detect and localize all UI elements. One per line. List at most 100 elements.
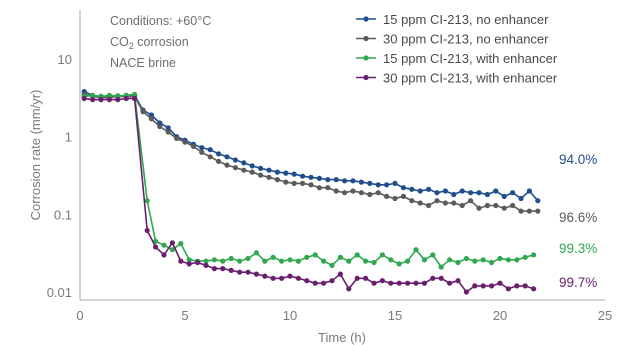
data-point [426, 202, 432, 209]
data-point [207, 147, 213, 153]
data-point [367, 180, 373, 186]
data-point [195, 259, 201, 266]
series-end-label: 96.6% [559, 210, 597, 225]
data-point [279, 258, 285, 264]
data-point [262, 273, 268, 279]
conditions-annotation: Conditions: +60°C CO2 corrosion NACE bri… [110, 14, 211, 70]
series-end-label: 99.7% [559, 275, 597, 290]
conditions-corrosion: corrosion [134, 35, 189, 49]
data-point [451, 191, 457, 198]
data-point [174, 135, 180, 141]
x-tick-label: 10 [283, 308, 297, 323]
data-point [245, 269, 251, 275]
data-point [358, 179, 364, 185]
legend-item: 15 ppm CI-213, with enhancer [356, 51, 558, 66]
legend-label: 30 ppm CI-213, with enhancer [383, 71, 558, 86]
legend-label: 15 ppm CI-213, no enhancer [383, 12, 549, 27]
data-point [316, 185, 322, 191]
data-point [203, 258, 209, 264]
series-4 [81, 95, 537, 295]
data-point [245, 255, 251, 262]
data-point [497, 255, 503, 262]
legend-swatch-marker [363, 55, 369, 61]
legend-label: 30 ppm CI-213, no enhancer [383, 32, 549, 47]
data-point [161, 242, 167, 248]
y-tick-label: 0.01 [47, 285, 72, 300]
data-point [459, 188, 465, 194]
data-point [199, 145, 205, 151]
end-labels: 94.0% 96.6% 99.3% 99.7% [559, 152, 597, 290]
data-point [447, 257, 453, 263]
data-point [505, 257, 511, 263]
data-point [283, 170, 289, 176]
data-point [472, 283, 478, 289]
data-point [350, 178, 356, 184]
data-point [325, 177, 331, 183]
data-point [115, 97, 121, 103]
data-point [291, 180, 297, 186]
data-point [493, 188, 499, 194]
y-tick-label: 1 [65, 130, 72, 145]
data-point [333, 177, 339, 183]
data-point [505, 286, 511, 292]
conditions-subscript: 2 [129, 41, 134, 51]
data-point [203, 262, 209, 268]
conditions-line-3: NACE brine [110, 56, 176, 70]
data-point [493, 202, 499, 209]
data-point [463, 289, 469, 295]
series-3 [81, 91, 537, 270]
x-axis-title: Time (h) [318, 330, 366, 345]
data-point [354, 275, 360, 281]
data-point [346, 286, 352, 292]
legend: 15 ppm CI-213, no enhancer 30 ppm CI-213,… [356, 12, 558, 86]
y-tick-label: 10 [58, 52, 72, 67]
data-point [207, 154, 213, 160]
legend-swatch-marker [363, 35, 369, 42]
data-point [98, 97, 104, 103]
data-point [90, 97, 96, 103]
data-point [379, 252, 385, 258]
data-point [430, 252, 436, 258]
data-point [228, 255, 234, 262]
data-point [426, 186, 432, 192]
legend-swatch-marker [363, 74, 369, 81]
conditions-line-1: Conditions: +60°C [110, 14, 211, 28]
data-point [476, 205, 482, 211]
data-point [132, 91, 138, 97]
data-point [148, 112, 154, 118]
data-point [321, 258, 327, 264]
data-point [220, 258, 226, 264]
data-point [266, 174, 272, 180]
data-point [480, 283, 486, 289]
data-point [526, 188, 533, 194]
data-point [430, 275, 436, 281]
data-point [287, 273, 293, 279]
data-point [531, 252, 537, 258]
data-point [274, 177, 280, 183]
data-point [283, 179, 289, 185]
data-point [329, 262, 335, 268]
data-point [199, 149, 205, 155]
data-point [249, 169, 255, 175]
data-point [484, 191, 490, 198]
x-tick-label: 5 [181, 308, 188, 323]
data-point [375, 182, 381, 188]
data-point [274, 169, 280, 175]
data-point [308, 174, 314, 180]
data-point [489, 259, 495, 266]
data-point [392, 195, 398, 202]
data-point [535, 198, 541, 204]
data-point [186, 261, 192, 267]
data-point [182, 139, 188, 145]
data-point [329, 278, 335, 284]
data-point [367, 191, 373, 198]
data-point [413, 247, 419, 253]
data-point [178, 258, 184, 264]
data-point [165, 125, 171, 131]
data-point [447, 280, 453, 286]
data-point [90, 92, 96, 98]
data-point [480, 257, 486, 263]
data-point [178, 241, 184, 247]
data-point [325, 185, 331, 191]
data-point [308, 182, 314, 188]
